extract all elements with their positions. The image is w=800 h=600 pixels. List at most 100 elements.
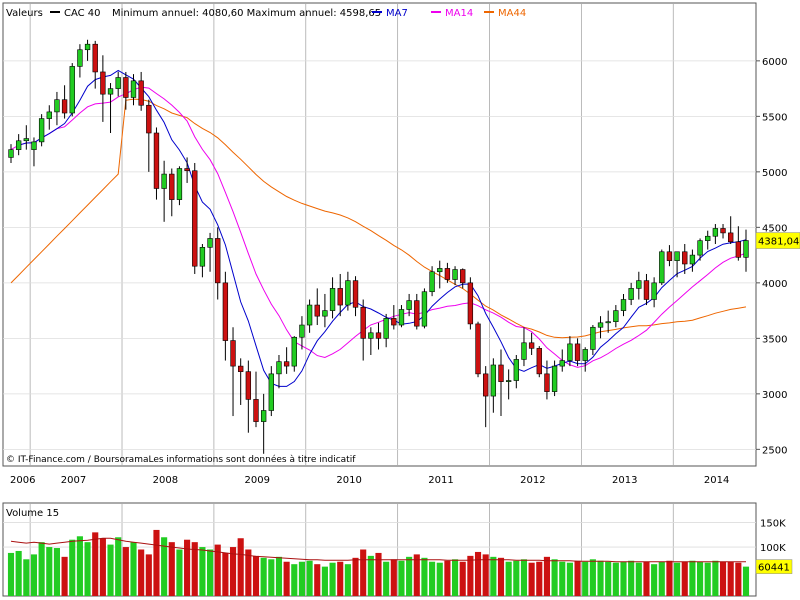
candle-body (15, 140, 22, 150)
volume-bar (651, 564, 658, 596)
candle-body (628, 288, 634, 300)
candle-body (207, 238, 213, 248)
volume-bar (260, 557, 267, 596)
candle-body (199, 247, 206, 267)
volume-bars-layer (7, 529, 750, 596)
candle-body (169, 173, 175, 200)
candle-body (498, 364, 504, 382)
volume-bar (727, 561, 734, 596)
candle-body (222, 282, 229, 341)
legend-label: Valeurs (6, 8, 43, 19)
volume-bar (298, 561, 305, 596)
volume-bar (337, 561, 344, 596)
candle-body (130, 80, 137, 98)
volume-ma-line (10, 537, 746, 563)
volume-bar (589, 559, 596, 596)
volume-bar (674, 562, 681, 596)
volume-bar (436, 562, 443, 596)
volume-bar (520, 559, 528, 596)
volume-bar (207, 549, 214, 596)
candle-body (299, 324, 305, 338)
volume-bar (53, 548, 60, 596)
candle-body (368, 332, 374, 339)
y-tick-label: 2500 (762, 445, 787, 456)
last-price-box (755, 232, 800, 249)
candle-body (559, 360, 565, 367)
volume-bar (314, 564, 321, 596)
volume-bar (7, 552, 15, 596)
volume-bar (30, 554, 38, 596)
candle-body (84, 43, 91, 51)
volume-label: Volume 15 (6, 508, 59, 519)
volume-bar (536, 561, 543, 596)
candle-body (444, 268, 451, 280)
volume-bar (528, 562, 535, 596)
candle-body (643, 280, 650, 300)
candle-body (61, 99, 68, 114)
volume-bar (505, 561, 512, 596)
volume-bar (306, 560, 313, 596)
volume-bar (444, 560, 451, 596)
candle-body (475, 323, 481, 375)
x-tick-label: 2013 (612, 475, 637, 486)
candle-body (483, 373, 489, 397)
x-tick-label: 2014 (704, 475, 729, 486)
volume-bar (344, 564, 351, 596)
candle-body (260, 410, 267, 422)
volume-bar (551, 559, 558, 596)
candle-body (352, 280, 359, 308)
legend-ma44: MA44 (498, 8, 526, 19)
volume-bar (429, 561, 436, 596)
volume-bar (138, 549, 145, 596)
volume-y-axis: 100K 150K (760, 519, 786, 554)
volume-bar (291, 564, 298, 596)
candle-body (544, 373, 550, 392)
volume-bar (643, 561, 650, 596)
candle-body (100, 71, 106, 95)
candle-body (651, 282, 657, 300)
candle-body (728, 232, 734, 243)
volume-bar (628, 560, 635, 596)
y-tick-label: 6000 (762, 57, 787, 68)
volume-bar (252, 555, 260, 596)
x-tick-label: 2012 (520, 475, 545, 486)
candle-body (505, 380, 512, 382)
candle-body (528, 342, 535, 349)
candle-body (636, 280, 642, 289)
volume-bar (612, 562, 619, 596)
volume-bar (23, 559, 30, 596)
candle-body (230, 340, 236, 367)
candle-body (467, 282, 474, 325)
candle-body (406, 300, 412, 310)
volume-bar (222, 552, 229, 596)
candle-body (138, 80, 144, 106)
volume-bar (704, 562, 711, 596)
candle-body (337, 288, 343, 306)
legend-stats: Minimum annuel: 4080,60 Maximum annuel: … (112, 8, 381, 19)
candle-body (153, 132, 160, 189)
volume-bar (214, 544, 221, 596)
candle-body (697, 240, 703, 256)
candle-body (551, 365, 558, 392)
volume-bar (390, 559, 397, 596)
candle-body (682, 251, 688, 265)
volume-bar (681, 561, 688, 596)
candle-body (490, 364, 497, 397)
volume-bar (15, 550, 22, 596)
volume-bar (566, 562, 573, 596)
volume-bar (184, 539, 191, 596)
volume-y-tick-label: 150K (760, 519, 786, 530)
candle-body (31, 141, 37, 150)
volume-bar (482, 554, 489, 596)
candle-body (705, 235, 711, 241)
candle-body (291, 336, 297, 367)
candle-body (268, 373, 274, 411)
price-y-axis: 2500 3000 3500 4000 4500 5000 5500 6000 (756, 57, 787, 456)
legend-ma7: MA7 (386, 8, 408, 19)
volume-ma-layer (10, 537, 746, 563)
candle-body (574, 343, 581, 361)
volume-bar (360, 549, 367, 596)
volume-last-label: 60441 (758, 563, 790, 574)
volume-bar (513, 560, 520, 596)
y-tick-label: 5000 (762, 168, 787, 179)
